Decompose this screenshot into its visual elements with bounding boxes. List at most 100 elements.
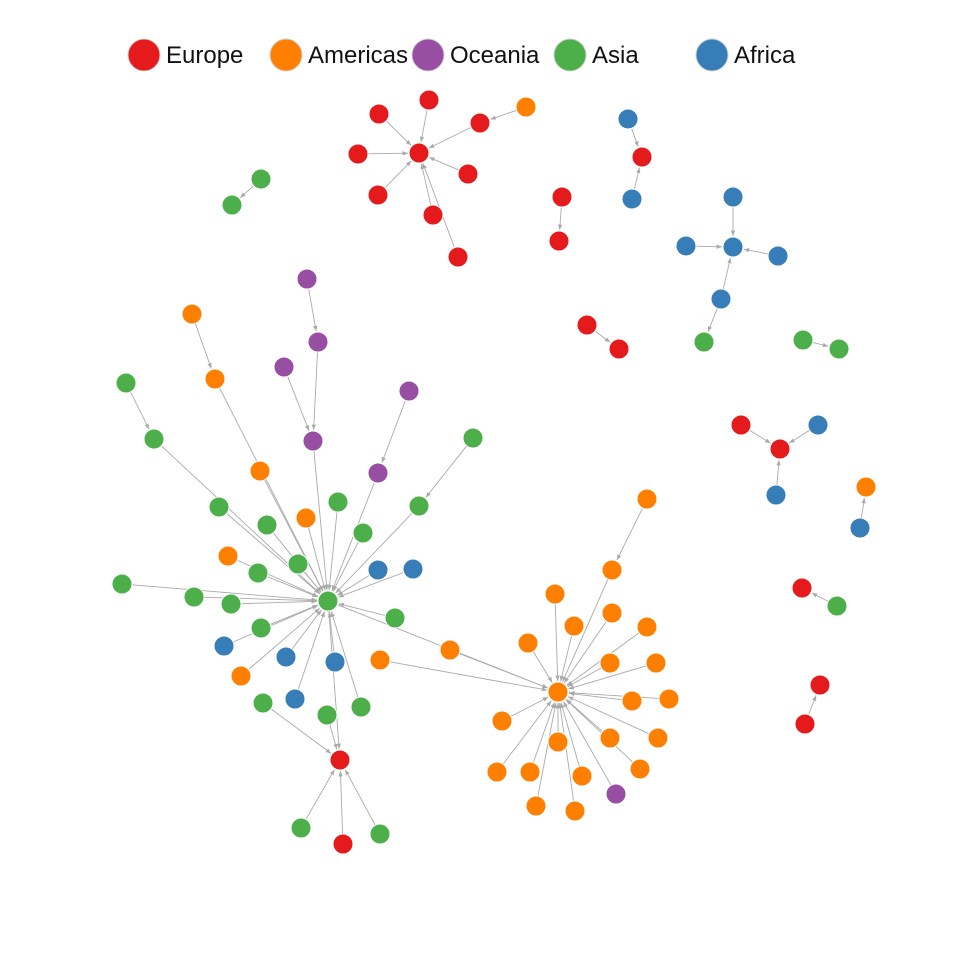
node-europe-e16[interactable] (730, 414, 752, 436)
node-oceania-o6[interactable] (367, 462, 389, 484)
node-africa-f2[interactable] (621, 188, 643, 210)
node-africa-f9[interactable] (765, 484, 787, 506)
node-asia-s7[interactable] (115, 372, 137, 394)
node-asia-s17[interactable] (111, 573, 133, 595)
node-asia-s12[interactable] (256, 514, 278, 536)
node-asia-s11[interactable] (208, 496, 230, 518)
node-americas-b3[interactable] (544, 583, 566, 605)
node-oceania-o7[interactable] (605, 783, 627, 805)
node-asia-s6[interactable] (826, 595, 848, 617)
node-oceania-o5[interactable] (398, 380, 420, 402)
node-africa-f14[interactable] (275, 646, 297, 668)
node-americas-b13[interactable] (599, 727, 621, 749)
node-asia-s20[interactable] (250, 617, 272, 639)
node-asia-s21[interactable] (384, 607, 406, 629)
node-americas-b6[interactable] (517, 632, 539, 654)
node-asia-s18[interactable] (183, 586, 205, 608)
node-americas-b1[interactable] (439, 639, 461, 661)
node-europe-e15[interactable] (769, 438, 791, 460)
node-europe-e19[interactable] (794, 713, 816, 735)
node-africa-f4[interactable] (722, 236, 744, 258)
node-asia-s16[interactable] (247, 562, 269, 584)
node-europe-e7[interactable] (457, 163, 479, 185)
node-asia-s25[interactable] (290, 817, 312, 839)
node-americas-b18[interactable] (571, 765, 593, 787)
node-oceania-o1[interactable] (296, 268, 318, 290)
node-americas-b2[interactable] (601, 559, 623, 581)
node-americas-a2[interactable] (855, 476, 877, 498)
node-americas-b4[interactable] (563, 615, 585, 637)
node-asia-s9[interactable] (462, 427, 484, 449)
node-europe-e21[interactable] (332, 833, 354, 855)
node-asia-s15[interactable] (287, 553, 309, 575)
node-asia-s4[interactable] (792, 329, 814, 351)
node-africa-f5[interactable] (675, 235, 697, 257)
node-americas-a7[interactable] (217, 545, 239, 567)
node-americas-b16[interactable] (486, 761, 508, 783)
node-europe-e1[interactable] (408, 142, 430, 164)
node-europe-e13[interactable] (576, 314, 598, 336)
node-americas-b12[interactable] (491, 710, 513, 732)
node-europe-e3[interactable] (368, 103, 390, 125)
node-africa-f3[interactable] (722, 186, 744, 208)
node-americas-a4[interactable] (204, 368, 226, 390)
node-europe-e6[interactable] (422, 204, 444, 226)
node-asia-s10[interactable] (408, 495, 430, 517)
node-americas-b11[interactable] (658, 688, 680, 710)
node-africa-f12[interactable] (402, 558, 424, 580)
node-africa-f8[interactable] (807, 414, 829, 436)
node-africa-f15[interactable] (324, 651, 346, 673)
node-americas-b21[interactable] (564, 800, 586, 822)
node-asia-s26[interactable] (369, 823, 391, 845)
node-asia-s24[interactable] (316, 704, 338, 726)
node-americas-a6[interactable] (295, 507, 317, 529)
node-americas-b14[interactable] (647, 727, 669, 749)
node-europe-e11[interactable] (551, 186, 573, 208)
node-americas-b7[interactable] (636, 616, 658, 638)
node-europe-e8[interactable] (469, 112, 491, 134)
node-asia-s2[interactable] (221, 194, 243, 216)
node-europe-e4[interactable] (347, 143, 369, 165)
node-americas-b10[interactable] (621, 690, 643, 712)
node-asia-s8[interactable] (143, 428, 165, 450)
node-asia-s13[interactable] (327, 491, 349, 513)
node-asia-h1[interactable] (317, 590, 339, 612)
node-europe-e10[interactable] (631, 146, 653, 168)
node-oceania-o2[interactable] (307, 331, 329, 353)
node-americas-b20[interactable] (525, 795, 547, 817)
node-asia-s5[interactable] (828, 338, 850, 360)
node-oceania-o4[interactable] (273, 356, 295, 378)
node-europe-e2[interactable] (418, 89, 440, 111)
node-americas-a1[interactable] (515, 96, 537, 118)
node-europe-e14[interactable] (608, 338, 630, 360)
node-oceania-o3[interactable] (302, 430, 324, 452)
node-americas-b17[interactable] (519, 761, 541, 783)
node-americas-b19[interactable] (629, 758, 651, 780)
node-americas-b8[interactable] (599, 652, 621, 674)
node-americas-a3[interactable] (181, 303, 203, 325)
node-africa-f11[interactable] (367, 559, 389, 581)
node-europe-e9[interactable] (447, 246, 469, 268)
node-africa-f13[interactable] (213, 635, 235, 657)
node-americas-a9[interactable] (369, 649, 391, 671)
node-europe-e17[interactable] (791, 577, 813, 599)
node-asia-s1[interactable] (250, 168, 272, 190)
node-africa-f10[interactable] (849, 517, 871, 539)
node-africa-f1[interactable] (617, 108, 639, 130)
node-americas-a5[interactable] (249, 460, 271, 482)
node-americas-b15[interactable] (547, 731, 569, 753)
node-africa-f7[interactable] (710, 288, 732, 310)
node-americas-b5[interactable] (601, 602, 623, 624)
node-americas-b9[interactable] (645, 652, 667, 674)
node-americas-a8[interactable] (230, 665, 252, 687)
node-europe-e20[interactable] (329, 749, 351, 771)
node-europe-e5[interactable] (367, 184, 389, 206)
node-africa-f16[interactable] (284, 688, 306, 710)
node-europe-e12[interactable] (548, 230, 570, 252)
node-asia-s19[interactable] (220, 593, 242, 615)
node-europe-e18[interactable] (809, 674, 831, 696)
node-asia-s23[interactable] (252, 692, 274, 714)
node-asia-s22[interactable] (350, 696, 372, 718)
node-asia-s14[interactable] (352, 522, 374, 544)
node-asia-s3[interactable] (693, 331, 715, 353)
